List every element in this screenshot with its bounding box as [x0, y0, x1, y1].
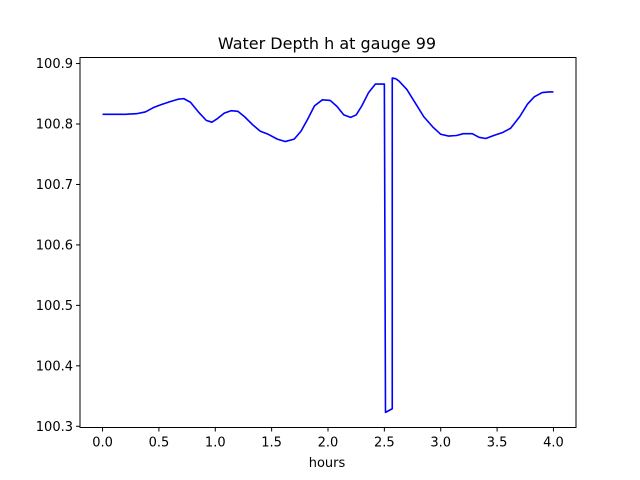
x-axis-label: hours [309, 456, 346, 471]
y-tick-label: 100.3 [36, 420, 73, 435]
x-tick-label: 3.5 [487, 436, 508, 451]
y-axis: 100.3 100.4 100.5 100.6 100.7 100.8 100.9 [36, 57, 80, 435]
x-tick-label: 4.0 [543, 436, 564, 451]
x-tick-label: 2.5 [374, 436, 395, 451]
axes-frame [79, 57, 577, 428]
x-tick-label: 2.0 [318, 436, 339, 451]
y-tick-label: 100.5 [36, 299, 73, 314]
y-tick-label: 100.7 [36, 178, 73, 193]
x-tick-label: 1.5 [261, 436, 282, 451]
x-tick-label: 0.5 [149, 436, 170, 451]
plot-area [102, 77, 554, 414]
y-tick-label: 100.8 [36, 118, 73, 133]
y-tick-label: 100.4 [36, 359, 73, 374]
x-tick-label: 1.0 [205, 436, 226, 451]
x-tick-label: 0.0 [92, 436, 113, 451]
series-line-0 [102, 77, 554, 414]
chart-title: Water Depth h at gauge 99 [218, 34, 436, 53]
x-tick-label: 3.0 [430, 436, 451, 451]
y-tick-label: 100.9 [36, 57, 73, 72]
x-axis: 0.0 0.5 1.0 1.5 2.0 2.5 3.0 3.5 4.0 [92, 427, 564, 451]
y-tick-label: 100.6 [36, 238, 73, 253]
